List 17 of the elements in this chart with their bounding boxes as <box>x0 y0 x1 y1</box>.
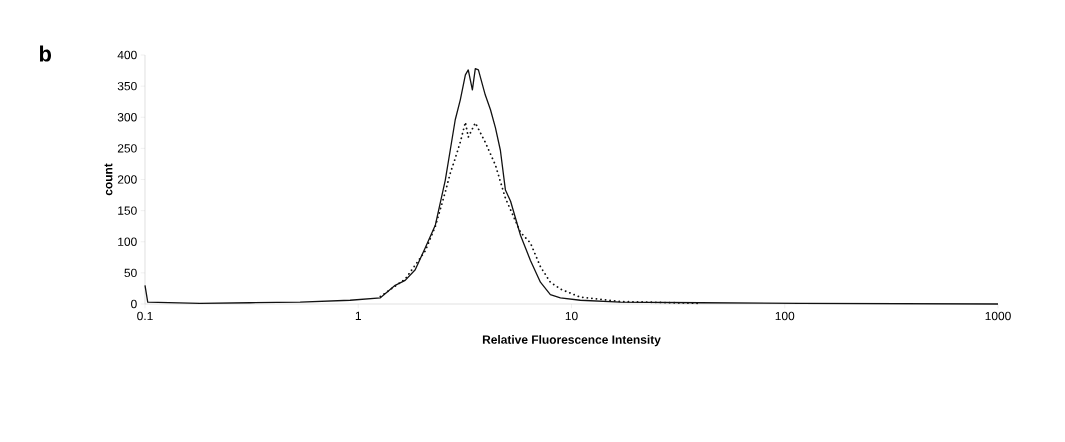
y-tick-label: 50 <box>124 268 137 278</box>
x-axis-title: Relative Fluorescence Intensity <box>482 335 661 347</box>
y-tick-label: 100 <box>118 237 137 246</box>
x-tick-label: 1000 <box>985 311 1011 321</box>
y-tick-label: 200 <box>117 175 137 184</box>
y-tick-label: 150 <box>118 206 137 215</box>
x-tick-label: 100 <box>775 311 795 321</box>
x-tick-label: 10 <box>565 311 578 321</box>
x-tick-label: 0.1 <box>137 311 153 321</box>
y-tick-label: 300 <box>117 113 137 122</box>
x-tick-label: 1 <box>355 311 361 320</box>
text: b <box>39 45 51 62</box>
y-tick-label: 400 <box>117 50 137 60</box>
y-axis-title: count <box>104 163 113 196</box>
y-tick-label: 350 <box>117 81 137 91</box>
y-tick-label: 250 <box>117 144 137 153</box>
y-tick-label: 0 <box>131 299 137 309</box>
